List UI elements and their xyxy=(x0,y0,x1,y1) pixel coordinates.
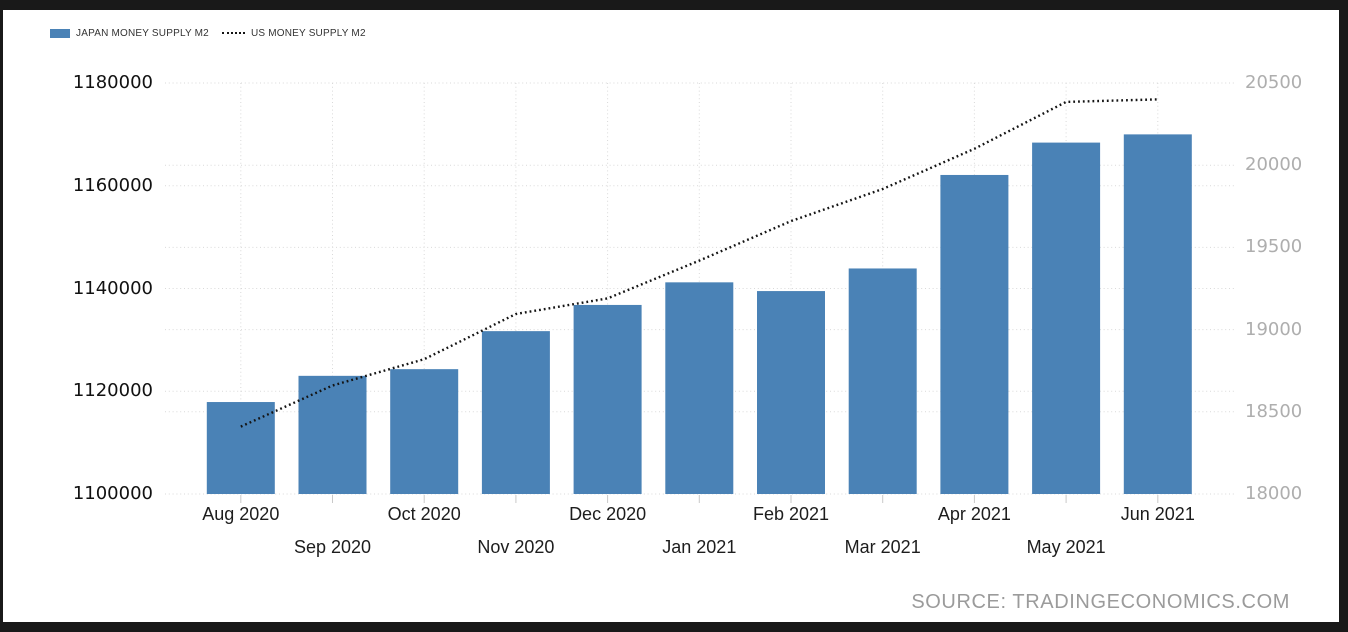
left-axis-label: 1140000 xyxy=(72,277,153,299)
window-frame-left xyxy=(0,0,3,632)
bar-feb-2021[interactable] xyxy=(757,291,825,494)
chart-legend: JAPAN MONEY SUPPLY M2 US MONEY SUPPLY M2 xyxy=(50,23,366,43)
window-frame-bottom xyxy=(0,622,1348,632)
right-axis-label: 20500 xyxy=(1245,72,1303,93)
us-series-label: US MONEY SUPPLY M2 xyxy=(250,27,366,39)
bar-nov-2020[interactable] xyxy=(481,331,550,494)
x-axis-label: Aug 2020 xyxy=(202,504,280,524)
window-frame-top xyxy=(0,0,1348,10)
left-axis-label: 1100000 xyxy=(72,483,153,504)
us-money-supply-line[interactable] xyxy=(240,98,1158,428)
x-axis-label: Oct 2020 xyxy=(387,504,461,524)
bar-mar-2021[interactable] xyxy=(848,268,917,494)
legend-item-us-m2[interactable]: US MONEY SUPPLY M2 xyxy=(221,27,366,39)
right-axis-label: 19000 xyxy=(1245,318,1303,340)
bar-oct-2020[interactable] xyxy=(390,369,459,494)
left-axis-label: 1120000 xyxy=(72,380,153,402)
x-axis-label: Apr 2021 xyxy=(937,504,1011,524)
us-series-dotted-line-icon xyxy=(221,32,245,34)
japan-series-swatch-icon xyxy=(50,28,70,38)
x-axis-label: Dec 2020 xyxy=(569,504,647,524)
left-axis-label: 1160000 xyxy=(72,174,153,196)
x-axis-label: May 2021 xyxy=(1026,537,1106,557)
x-axis-label: Jan 2021 xyxy=(662,537,737,557)
bar-jan-2021[interactable] xyxy=(665,282,734,494)
right-axis-label: 18000 xyxy=(1245,483,1303,504)
bar-sep-2020[interactable] xyxy=(298,375,367,494)
legend-item-japan-m2[interactable]: JAPAN MONEY SUPPLY M2 xyxy=(50,28,209,39)
x-axis-label: Sep 2020 xyxy=(293,537,372,557)
x-axis-label: Feb 2021 xyxy=(752,504,830,524)
x-axis-label: Nov 2020 xyxy=(477,537,555,557)
bar-dec-2020[interactable] xyxy=(573,304,642,494)
left-axis-label: 1180000 xyxy=(72,72,153,93)
window-frame-right xyxy=(1339,0,1348,632)
right-axis-label: 20000 xyxy=(1245,154,1303,176)
x-axis-label: Mar 2021 xyxy=(844,537,921,557)
x-axis-label: Jun 2021 xyxy=(1120,504,1195,524)
bar-jun-2021[interactable] xyxy=(1123,134,1192,494)
bar-may-2021[interactable] xyxy=(1032,142,1101,494)
right-axis-label: 19500 xyxy=(1245,236,1303,258)
source-attribution: SOURCE: TRADINGECONOMICS.COM xyxy=(911,591,1290,613)
japan-series-label: JAPAN MONEY SUPPLY M2 xyxy=(76,27,209,39)
right-y-axis: 20500 20000 19500 19000 18500 18000 xyxy=(1245,0,1345,632)
right-axis-label: 18500 xyxy=(1245,400,1303,422)
left-y-axis: 1180000 1160000 1140000 1120000 1100000 xyxy=(0,0,153,632)
bar-apr-2021[interactable] xyxy=(940,174,1009,494)
